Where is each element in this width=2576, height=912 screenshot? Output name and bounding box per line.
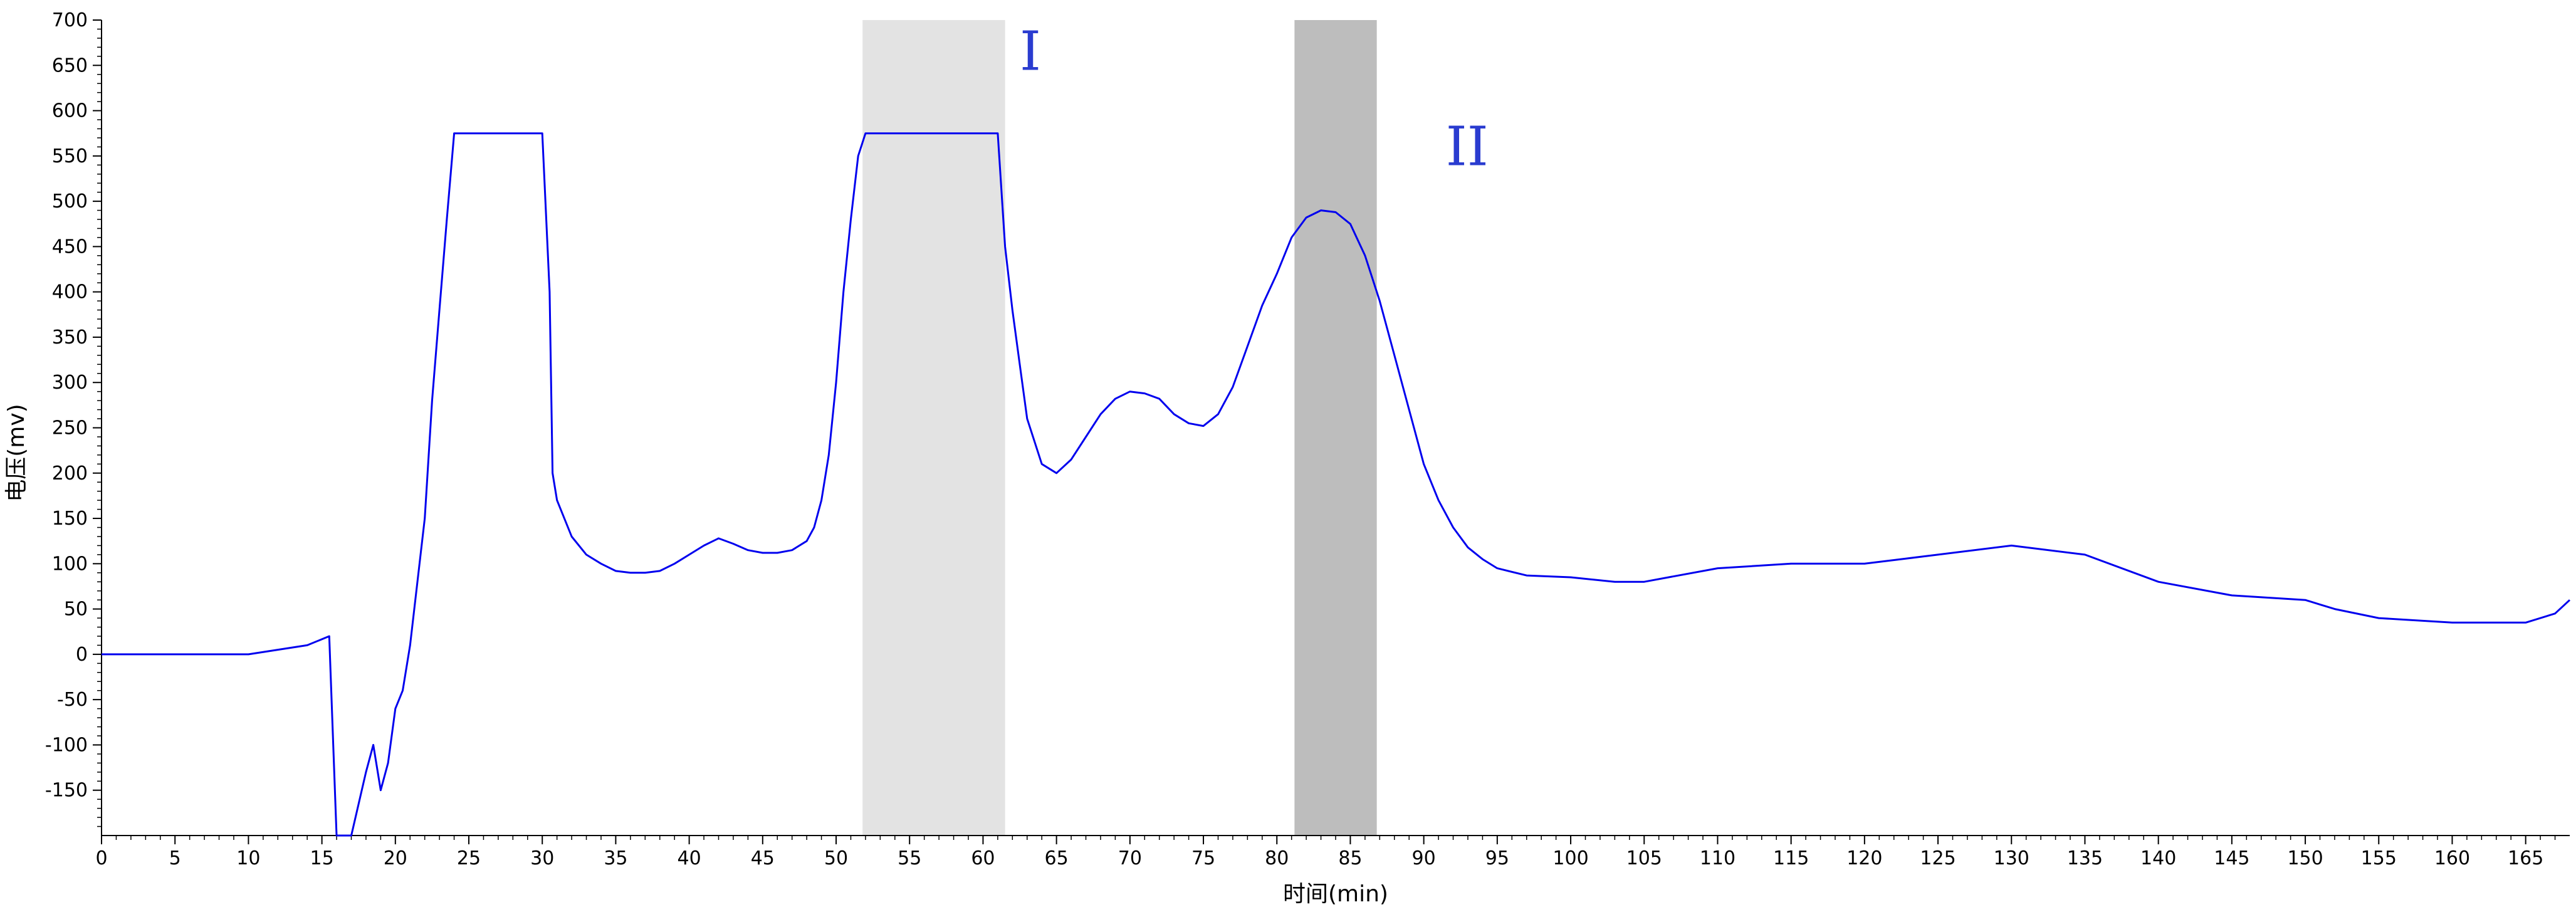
shaded-region-2 bbox=[1294, 20, 1377, 836]
y-ticks: -150 -100 -50 0 50 100 150 200 250 300 350 400 450 50… bbox=[45, 9, 102, 827]
y-tick-label: 450 bbox=[52, 236, 88, 258]
x-tick-label: 140 bbox=[2140, 847, 2176, 869]
shaded-region-1 bbox=[862, 20, 1005, 836]
x-tick-label: 165 bbox=[2508, 847, 2543, 869]
x-tick-label: 0 bbox=[95, 847, 107, 869]
x-tick-label: 45 bbox=[751, 847, 775, 869]
y-tick-label: 600 bbox=[52, 100, 88, 122]
x-ticks: 0 5 10 15 20 25 30 35 40 45 50 55 60 65 70 75 80 85 90 95 10… bbox=[95, 836, 2556, 869]
annotation-2: II bbox=[1446, 115, 1489, 178]
y-axis-title: 电压(mv) bbox=[4, 404, 29, 501]
y-tick-label: 350 bbox=[52, 327, 88, 349]
y-tick-label: 250 bbox=[52, 417, 88, 439]
x-tick-label: 5 bbox=[169, 847, 181, 869]
x-tick-label: 105 bbox=[1626, 847, 1662, 869]
x-tick-label: 55 bbox=[898, 847, 921, 869]
x-tick-label: 125 bbox=[1920, 847, 1956, 869]
x-tick-label: 150 bbox=[2287, 847, 2323, 869]
x-tick-label: 10 bbox=[236, 847, 260, 869]
y-tick-label: 300 bbox=[52, 372, 88, 394]
x-tick-label: 25 bbox=[457, 847, 481, 869]
y-tick-label: 100 bbox=[52, 553, 88, 575]
x-tick-label: 135 bbox=[2067, 847, 2103, 869]
x-tick-label: 115 bbox=[1773, 847, 1809, 869]
x-tick-label: 85 bbox=[1338, 847, 1362, 869]
x-tick-label: 120 bbox=[1846, 847, 1882, 869]
annotations: III bbox=[1020, 21, 1489, 179]
y-tick-label: 650 bbox=[52, 55, 88, 76]
x-tick-label: 70 bbox=[1118, 847, 1142, 869]
annotation-1: I bbox=[1020, 21, 1041, 83]
x-tick-label: 95 bbox=[1485, 847, 1509, 869]
x-tick-label: 30 bbox=[530, 847, 554, 869]
x-tick-label: 160 bbox=[2434, 847, 2470, 869]
shaded-regions bbox=[862, 20, 1377, 836]
y-tick-label: -100 bbox=[45, 734, 88, 756]
x-axis-title: 时间(min) bbox=[1283, 881, 1388, 907]
x-tick-label: 110 bbox=[1700, 847, 1736, 869]
y-tick-label: 700 bbox=[52, 9, 88, 31]
y-tick-label: -50 bbox=[57, 689, 88, 711]
x-tick-label: 65 bbox=[1045, 847, 1069, 869]
series-line bbox=[102, 132, 2571, 837]
x-tick-label: 100 bbox=[1552, 847, 1588, 869]
y-tick-label: 200 bbox=[52, 463, 88, 485]
x-tick-label: 60 bbox=[971, 847, 995, 869]
x-tick-label: 20 bbox=[384, 847, 407, 869]
x-tick-label: 155 bbox=[2361, 847, 2397, 869]
y-tick-label: 550 bbox=[52, 145, 88, 167]
x-tick-label: 35 bbox=[604, 847, 627, 869]
x-tick-label: 75 bbox=[1191, 847, 1215, 869]
x-tick-label: 50 bbox=[824, 847, 848, 869]
x-tick-label: 80 bbox=[1265, 847, 1289, 869]
y-tick-label: 500 bbox=[52, 191, 88, 212]
x-tick-label: 90 bbox=[1412, 847, 1436, 869]
x-tick-label: 145 bbox=[2214, 847, 2249, 869]
y-tick-label: 400 bbox=[52, 281, 88, 303]
x-tick-label: 40 bbox=[678, 847, 701, 869]
y-tick-label: 50 bbox=[64, 599, 88, 621]
y-tick-label: 0 bbox=[76, 644, 88, 666]
x-tick-label: 15 bbox=[310, 847, 334, 869]
y-tick-label: -150 bbox=[45, 780, 88, 802]
y-tick-label: 150 bbox=[52, 508, 88, 530]
x-tick-label: 130 bbox=[1994, 847, 2029, 869]
